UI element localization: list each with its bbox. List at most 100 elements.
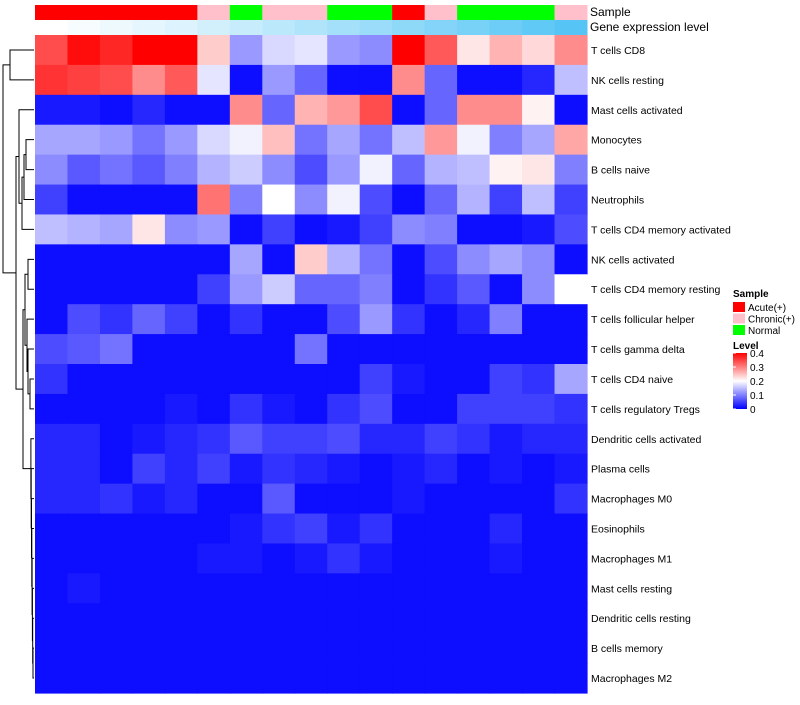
heatmap-cell [424,184,458,216]
heatmap-cell [327,453,361,485]
heatmap-cell [554,94,588,126]
heatmap-cell [132,483,166,515]
heatmap-cell [67,124,101,156]
heatmap-cell [229,64,263,96]
heatmap-cell [294,274,328,305]
heatmap-cell [554,124,588,156]
heatmap-cell [489,184,523,216]
heatmap-cell [164,483,198,515]
heatmap-cell [359,334,393,365]
heatmap-cell [392,393,426,425]
heatmap-cell [392,364,426,395]
heatmap-cell [489,304,523,335]
heatmap-cell [457,64,491,96]
annotation-sample-cell [229,5,263,20]
row-label: Dendritic cells activated [591,434,701,446]
row-label: Macrophages M1 [591,553,672,565]
heatmap-cell [392,603,426,634]
heatmap-cell [132,274,166,305]
heatmap-cell [554,35,588,66]
heatmap-cell [554,663,588,694]
heatmap-cell [424,663,458,694]
heatmap-cell [457,483,491,515]
legend-tick-label: 0.1 [750,391,764,402]
heatmap-cell [35,364,69,395]
heatmap-cell [164,453,198,485]
heatmap-cell [327,154,361,186]
heatmap-cell [197,214,231,245]
heatmap-cell [554,603,588,634]
heatmap-cell [197,124,231,156]
heatmap-cell [132,64,166,96]
heatmap-cell [554,453,588,485]
heatmap-cell [132,663,166,694]
legend-swatch [733,313,745,324]
heatmap-cell [294,214,328,245]
heatmap-cell [424,543,458,574]
heatmap-cell [294,423,328,455]
heatmap-cell [424,453,458,485]
heatmap-cell [327,35,361,66]
dendrogram-branch [9,49,34,81]
row-label: Dendritic cells resting [591,613,691,625]
legend-level-title: Level [733,341,759,352]
heatmap-cell [164,393,198,425]
heatmap-cell [294,64,328,96]
heatmap-cell [67,603,101,634]
annotation-tracks [35,5,588,35]
heatmap-cell [132,453,166,485]
heatmap-cell [164,124,198,156]
row-label: Neutrophils [591,195,644,207]
heatmap-cell [35,483,69,515]
heatmap-cell [457,663,491,694]
heatmap-cell [197,453,231,485]
legend-sample-label: Chronic(+) [748,315,795,326]
heatmap-cell [229,334,263,365]
row-label: NK cells activated [591,254,675,266]
heatmap-cell [99,154,134,186]
heatmap-cell [35,64,69,96]
dendrogram-branch [27,258,34,290]
heatmap-cells [35,35,588,694]
heatmap-cell [262,214,296,245]
heatmap-cell [229,184,263,216]
heatmap-cell [229,154,263,186]
annotation-gene-level-cell [132,20,166,35]
heatmap-cell [132,334,166,365]
heatmap-cell [424,274,458,305]
heatmap-cell [35,423,69,455]
heatmap-cell [294,334,328,365]
heatmap-cell [229,124,263,156]
heatmap-cell [164,573,198,604]
row-label: B cells memory [591,643,664,655]
heatmap-cell [67,154,101,186]
heatmap-cell [197,513,231,545]
heatmap-cell [132,543,166,574]
heatmap-cell [197,423,231,455]
heatmap-cell [554,274,588,305]
legend-swatch [733,302,745,312]
heatmap-cell [164,244,198,275]
annotation-gene-level-cell [327,20,361,35]
annotation-sample-cell [99,5,133,20]
heatmap-cell [164,364,198,395]
heatmap-cell [197,244,231,275]
heatmap-cell [67,543,101,574]
heatmap-cell [489,94,523,126]
heatmap-cell [294,94,328,126]
legend-tick-label: 0.4 [750,349,764,360]
annotation-sample-cell [327,5,361,20]
annotation-sample-cell [554,5,588,20]
heatmap-cell [229,603,263,634]
heatmap-cell [327,64,361,96]
heatmap-cell [554,423,588,455]
heatmap-cell [457,154,491,186]
heatmap-cell [262,154,296,186]
heatmap-cell [35,124,69,156]
heatmap-cell [99,364,134,395]
annotation-sample-cell [67,5,101,20]
heatmap-cell [359,214,393,245]
heatmap-cell [294,633,328,664]
heatmap-cell [359,304,393,335]
